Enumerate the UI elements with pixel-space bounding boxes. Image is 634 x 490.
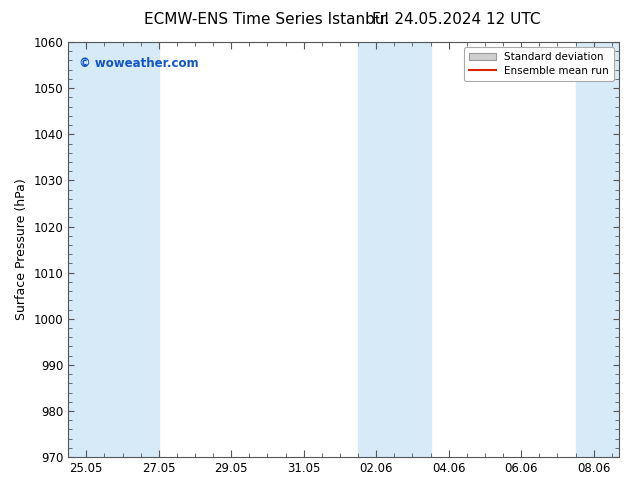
Text: ECMW-ENS Time Series Istanbul: ECMW-ENS Time Series Istanbul [144, 12, 389, 27]
Bar [576, 42, 619, 457]
Bar [122, 42, 158, 457]
Bar [394, 42, 430, 457]
Bar [68, 42, 122, 457]
Text: Fr. 24.05.2024 12 UTC: Fr. 24.05.2024 12 UTC [372, 12, 541, 27]
Bar [358, 42, 394, 457]
Text: © woweather.com: © woweather.com [79, 56, 199, 70]
Y-axis label: Surface Pressure (hPa): Surface Pressure (hPa) [15, 179, 28, 320]
Legend: Standard deviation, Ensemble mean run: Standard deviation, Ensemble mean run [464, 47, 614, 81]
